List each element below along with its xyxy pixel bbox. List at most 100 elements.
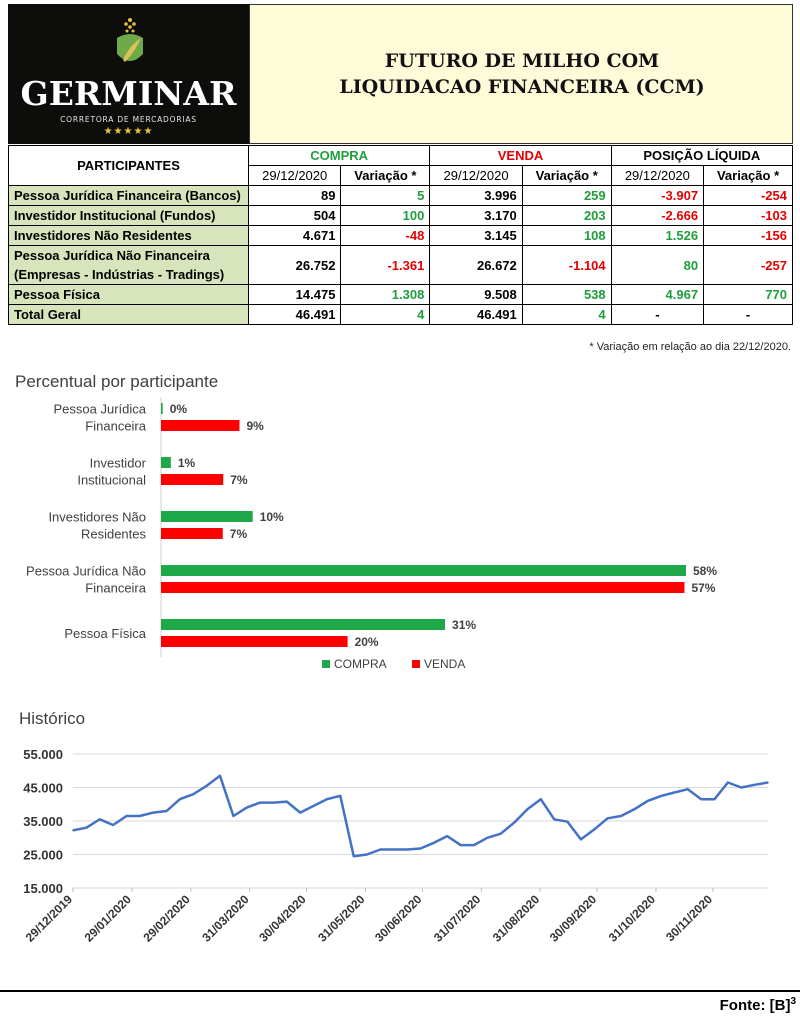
y-tick-label: 45.000 — [23, 781, 63, 796]
net-variation: -254 — [703, 185, 793, 206]
row-label-line1: Pessoa Jurídica Não Financeira — [14, 248, 210, 263]
report-title-line2: LIQUIDACAO FINANCEIRA (CCM) — [339, 76, 705, 98]
table-total-row: Total Geral 46.491 4 46.491 4 - - — [8, 304, 793, 325]
venda-value: 3.145 — [429, 225, 523, 246]
venda-value: 26.672 — [429, 245, 523, 285]
footer-divider — [0, 990, 800, 992]
venda-value: 3.996 — [429, 185, 523, 206]
history-data-point — [593, 828, 596, 831]
history-data-point — [767, 781, 769, 784]
category-label: Financeira — [85, 581, 146, 596]
venda-value: 3.170 — [429, 205, 523, 226]
history-data-point — [165, 810, 168, 812]
history-data-point — [125, 815, 128, 817]
compra-value: 26.752 — [247, 245, 342, 285]
participant-bar-chart: Pessoa Jurídica Financeira 0% 9% Investidor I… — [26, 397, 717, 671]
history-data-point — [660, 795, 662, 797]
history-data-point — [553, 818, 555, 821]
history-data-point — [687, 788, 689, 790]
history-data-point — [406, 848, 408, 851]
category-label: Investidor — [90, 456, 147, 471]
bar-value-label: 31% — [452, 618, 476, 632]
date-col-header: 29/12/2020 — [429, 165, 523, 186]
bar-value-label: 1% — [178, 456, 196, 470]
history-data-point — [379, 848, 382, 851]
row-label: Pessoa Jurídica Não Financeira (Empresas … — [8, 245, 249, 285]
report-title-panel: FUTURO DE MILHO COM LIQUIDACAO FINANCEIR… — [249, 4, 793, 144]
history-data-point — [98, 818, 101, 821]
venda-bar — [161, 582, 685, 593]
history-data-point — [606, 817, 609, 820]
compra-bar — [161, 511, 253, 522]
x-tick-label: 31/08/2020 — [490, 892, 543, 945]
net-value: -2.666 — [610, 205, 705, 226]
venda-value: 46.491 — [429, 304, 523, 325]
compra-variation: 100 — [340, 205, 431, 226]
history-data-point — [259, 801, 261, 804]
brand-stars: ★★★★★ — [103, 126, 154, 137]
net-value: - — [610, 304, 705, 325]
venda-bar — [161, 474, 224, 485]
history-data-point — [646, 800, 649, 802]
compra-value: 46.491 — [247, 304, 342, 325]
venda-legend-label: VENDA — [424, 657, 465, 671]
x-tick-label: 31/07/2020 — [431, 892, 484, 945]
y-tick-label: 25.000 — [23, 848, 63, 863]
x-tick-label: 29/12/2019 — [23, 892, 76, 945]
history-data-point — [499, 832, 502, 835]
history-data-point — [753, 784, 756, 786]
compra-value: 504 — [247, 205, 342, 226]
row-label: Pessoa Jurídica Financeira (Bancos) — [8, 185, 249, 206]
y-tick-label: 15.000 — [23, 881, 63, 896]
history-data-point — [433, 842, 435, 844]
history-data-point — [580, 838, 582, 841]
var-col-header: Variação * — [340, 165, 431, 186]
variation-footnote: * Variação em relação ao dia 22/12/2020. — [589, 341, 791, 353]
history-data-point — [700, 798, 702, 800]
category-label: Pessoa Jurídica — [54, 402, 147, 417]
history-data-point — [366, 853, 368, 856]
history-data-point — [727, 781, 729, 784]
x-tick-label: 30/04/2020 — [256, 892, 309, 945]
x-tick-label: 31/05/2020 — [315, 892, 368, 945]
compra-bar — [161, 565, 686, 576]
net-value: 1.526 — [610, 225, 705, 246]
compra-legend-swatch — [322, 660, 330, 668]
bar-value-label: 9% — [246, 419, 264, 433]
history-data-point — [419, 847, 422, 850]
category-label: Pessoa Física — [64, 626, 146, 641]
table-row: Pessoa Jurídica Financeira (Bancos) 89 5… — [8, 185, 793, 206]
y-tick-label: 55.000 — [23, 747, 63, 762]
venda-variation: 4 — [521, 304, 612, 325]
row-label-line2: (Empresas - Indústrias - Tradings) — [14, 267, 225, 282]
venda-value: 9.508 — [429, 284, 523, 305]
compra-value: 89 — [247, 185, 342, 206]
history-data-point — [299, 811, 302, 814]
compra-variation: 5 — [340, 185, 431, 206]
brand-tagline: CORRETORA DE MERCADORIAS — [60, 115, 197, 124]
bar-value-label: 20% — [355, 635, 379, 649]
bar-value-label: 10% — [260, 510, 284, 524]
participants-header: PARTICIPANTES — [8, 145, 249, 186]
history-data-point — [540, 798, 542, 800]
x-tick-label: 29/02/2020 — [140, 892, 193, 945]
y-tick-label: 35.000 — [23, 814, 63, 829]
row-label: Investidor Institucional (Fundos) — [8, 205, 249, 226]
history-data-point — [246, 806, 248, 809]
net-value: 80 — [610, 245, 705, 285]
history-data-point — [740, 786, 743, 789]
positions-table: PARTICIPANTES COMPRA VENDA POSIÇÃO LÍQUI… — [8, 145, 794, 325]
report-title-line1: FUTURO DE MILHO COM — [384, 50, 660, 72]
venda-bar — [161, 528, 223, 539]
history-data-point — [633, 808, 636, 811]
history-data-point — [112, 824, 114, 826]
net-variation: -156 — [703, 225, 793, 246]
x-tick-label: 31/03/2020 — [199, 892, 252, 945]
source-text: Fonte: [B] — [719, 997, 791, 1014]
posicao-header: POSIÇÃO LÍQUIDA — [610, 145, 794, 166]
net-variation: -103 — [703, 205, 793, 226]
history-data-point — [205, 785, 208, 787]
compra-bar — [161, 403, 163, 414]
venda-legend-swatch — [412, 660, 420, 668]
history-data-point — [152, 811, 154, 814]
